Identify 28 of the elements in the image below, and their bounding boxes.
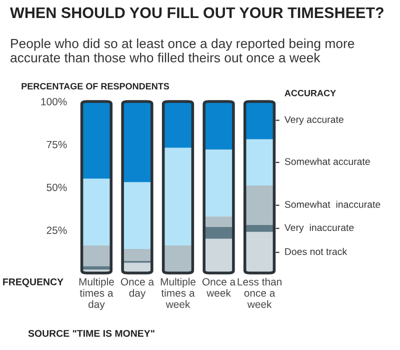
bar — [82, 178, 112, 246]
bar — [163, 148, 193, 246]
bar — [204, 150, 234, 216]
x-tick-label: Once a day — [120, 278, 154, 299]
source-note: SOURCE "TIME IS MONEY" — [28, 330, 154, 337]
bar — [244, 186, 274, 225]
x-axis-title: FREQUENCY — [3, 278, 64, 288]
bar — [244, 139, 274, 186]
y-axis-title: PERCENTAGE OF RESPONDENTS — [22, 83, 170, 90]
series-label: Does not track — [285, 248, 348, 256]
x-tick-label: Less than once a week — [238, 278, 282, 308]
series-label: Somewhat accurate — [284, 158, 370, 165]
series-label: Very inaccurate — [284, 224, 354, 233]
x-tick-label: Multiple times a week — [160, 278, 196, 308]
y-tick-label: 50% — [46, 184, 67, 192]
bar — [82, 266, 112, 270]
legend-title: ACCURACY — [284, 90, 336, 96]
x-tick-label: Multiple times a day — [79, 278, 114, 310]
bar — [122, 182, 152, 249]
series-label: Very accurate — [284, 116, 344, 125]
chart-subtitle: People who did so at least once a day reported being more accurate than those who filled theirs out once a week — [10, 38, 354, 62]
bar — [244, 224, 274, 232]
y-tick-label: 25% — [46, 226, 67, 234]
y-tick-label: 75% — [46, 140, 67, 148]
chart-title: WHEN SHOULD YOU FILL OUT YOUR TIMESHEET? — [10, 7, 384, 18]
y-tick-label: 100% — [41, 98, 67, 106]
x-tick-label: Once a week — [202, 278, 236, 297]
series-label: Somewhat inaccurate — [284, 200, 380, 208]
